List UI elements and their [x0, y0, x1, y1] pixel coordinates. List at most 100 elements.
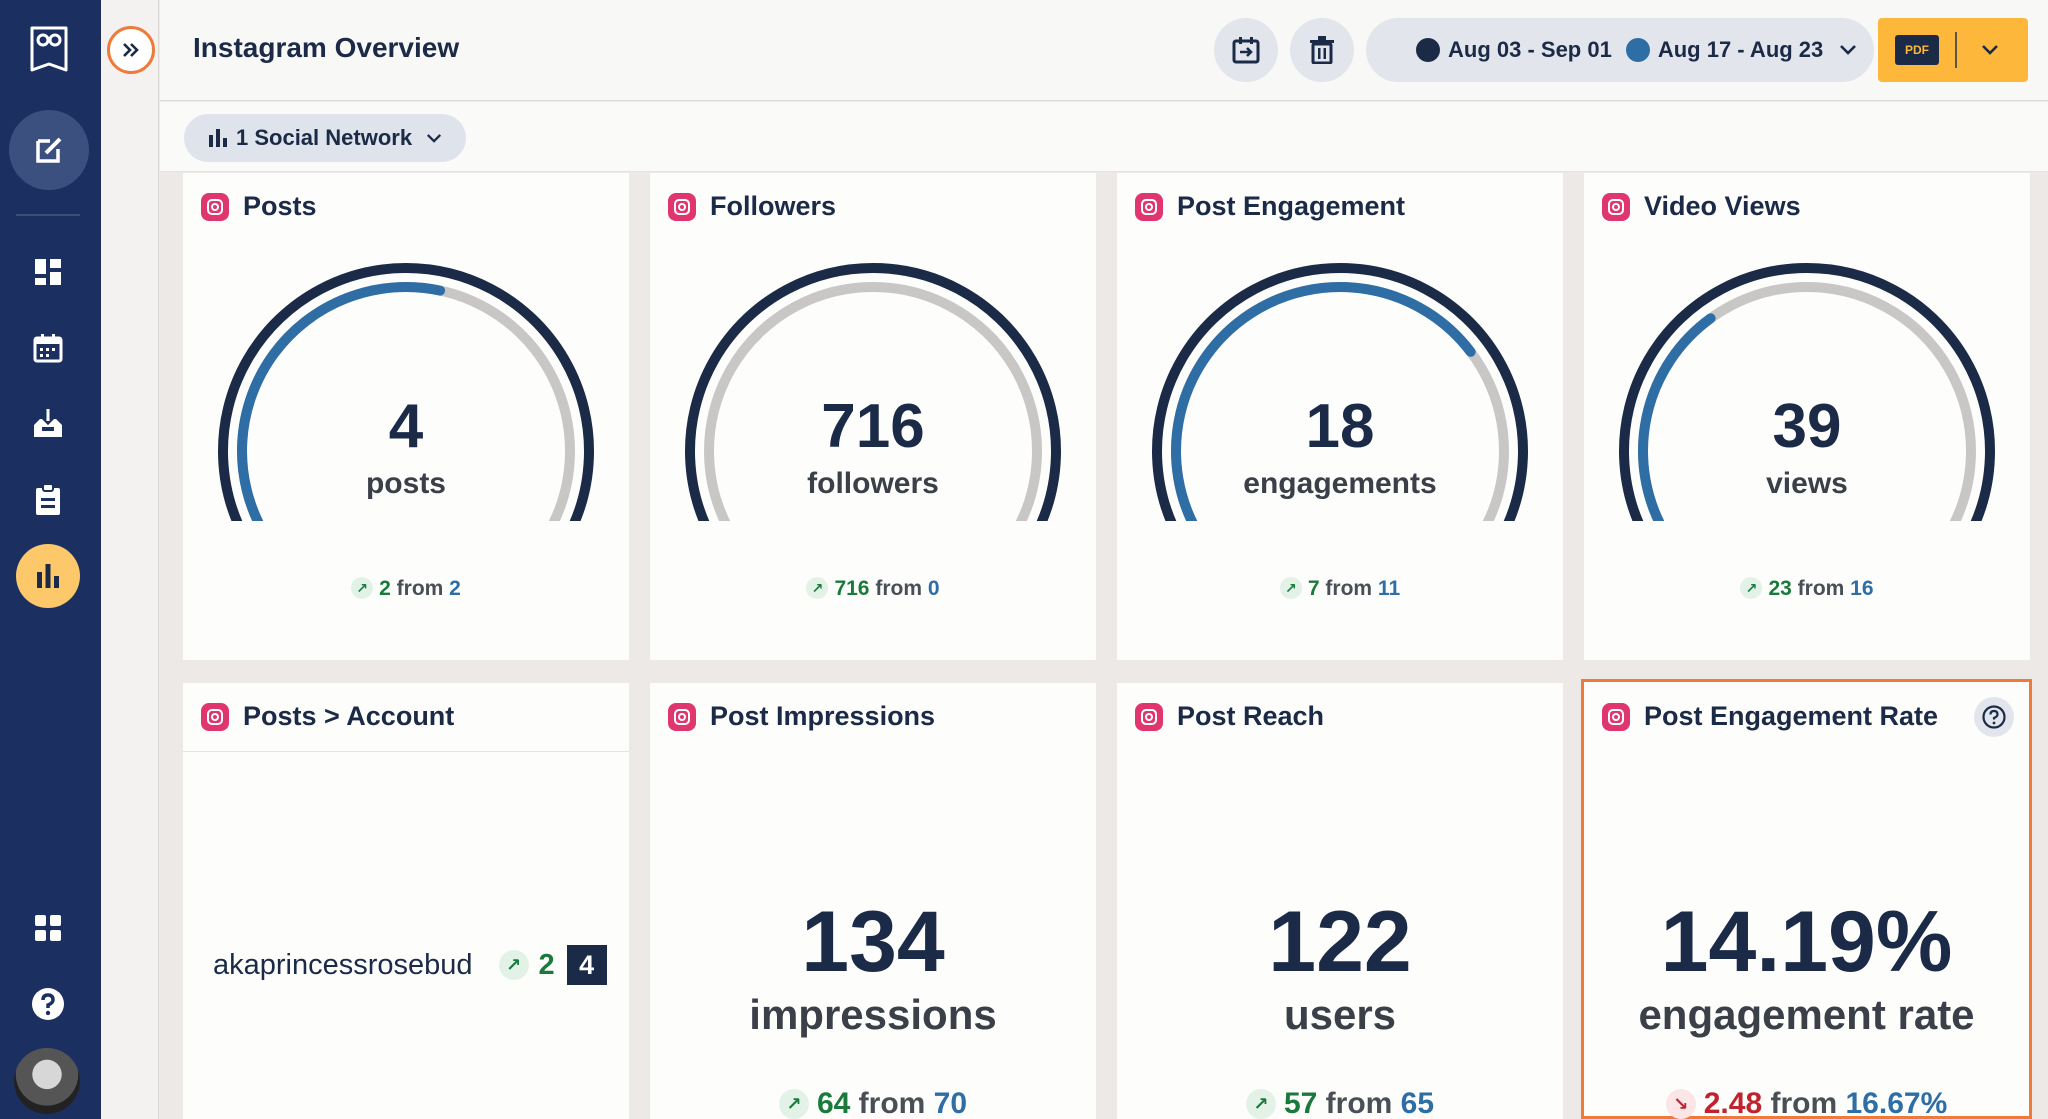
nav-rail — [0, 0, 101, 1119]
video-views-card: Video Views 39 views ↗ 23 from 16 — [1584, 173, 2030, 660]
account-post-count: 4 — [566, 945, 607, 985]
metric-change: ↗ 23 from 16 — [1584, 577, 2030, 601]
metric-unit: followers — [807, 467, 939, 500]
post-engagement-card: Post Engagement 18 engagements ↗ 7 from 1… — [1117, 173, 1563, 660]
gauge-chart — [685, 263, 1061, 521]
account-row: akaprincessrosebud ↗ 2 4 — [213, 945, 613, 985]
double-chevron-right-icon — [123, 43, 139, 57]
instagram-icon — [1602, 192, 1630, 221]
metric-change: ↗ 64 from 70 — [650, 1087, 1096, 1119]
chevron-down-icon[interactable] — [1981, 44, 1999, 56]
previous-value: 70 — [933, 1087, 968, 1119]
gauge-outer-ring — [1152, 263, 1528, 521]
schedule-report-button[interactable] — [1214, 18, 1278, 82]
calendar-icon — [33, 334, 63, 363]
filter-bar: 1 Social Network — [160, 102, 2048, 172]
dashboard-icon — [35, 259, 61, 285]
bar-chart-icon — [37, 564, 59, 588]
previous-value: 16.67% — [1845, 1087, 1948, 1119]
metric-value: 122 — [1268, 894, 1412, 990]
card-title: Posts — [201, 191, 317, 222]
gauge-outer-ring — [218, 263, 594, 521]
gauge-outer-ring — [685, 263, 1061, 521]
trend-up-icon: ↗ — [351, 577, 374, 599]
trend-up-icon: ↗ — [1245, 1089, 1276, 1119]
metric-value: 14.19% — [1660, 894, 1953, 990]
followers-card: Followers 716 followers ↗ 716 from 0 — [650, 173, 1096, 660]
from-text: from — [1325, 577, 1373, 600]
calendar-schedule-icon — [1232, 37, 1260, 64]
secondary-sidebar — [101, 0, 159, 1119]
gauge-chart — [1152, 263, 1528, 521]
bar-chart-icon — [209, 129, 227, 147]
from-text: from — [396, 577, 444, 600]
help-icon — [32, 988, 64, 1020]
compose-button[interactable] — [9, 110, 89, 190]
delete-report-button[interactable] — [1290, 18, 1354, 82]
card-title-text: Post Impressions — [710, 701, 936, 731]
export-pdf-button[interactable]: PDF — [1878, 18, 2028, 82]
metric-change: ↗ 2 from 2 — [183, 577, 629, 601]
card-title: Post Impressions — [668, 701, 935, 732]
nav-help-button[interactable] — [16, 972, 80, 1036]
gauge-fill — [1171, 282, 1476, 521]
previous-value: 11 — [1377, 577, 1401, 600]
nav-inbox-button[interactable] — [16, 392, 80, 456]
card-title-text: Posts — [243, 191, 317, 221]
nav-streams-button[interactable] — [16, 240, 80, 304]
change-value: 23 — [1768, 577, 1792, 600]
card-title: Post Engagement — [1135, 191, 1405, 222]
change-value: 64 — [816, 1087, 851, 1119]
metric-unit: posts — [365, 467, 446, 500]
nav-analytics-button[interactable] — [16, 544, 80, 608]
change-value: 57 — [1283, 1087, 1318, 1119]
owl-logo-icon[interactable] — [28, 24, 70, 76]
metric-change: ↗ 57 from 65 — [1117, 1087, 1563, 1119]
instagram-icon — [1602, 702, 1630, 731]
nav-assignments-button[interactable] — [16, 468, 80, 532]
date-range-selector[interactable]: Aug 03 - Sep 01 Aug 17 - Aug 23 — [1366, 18, 1874, 82]
report-header: Instagram Overview Aug 03 - Sep 01 Aug 1… — [160, 0, 2048, 101]
trend-down-icon: ↘ — [1665, 1089, 1696, 1119]
previous-value: 2 — [449, 577, 461, 600]
trend-up-icon: ↗ — [498, 950, 529, 980]
card-title: Post Engagement Rate — [1602, 701, 1938, 732]
metric-change: ↗ 7 from 11 — [1117, 577, 1563, 601]
nav-planner-button[interactable] — [16, 316, 80, 380]
trend-up-icon: ↗ — [806, 577, 829, 599]
from-text: from — [875, 577, 923, 600]
nav-apps-button[interactable] — [16, 896, 80, 960]
metric-unit: views — [1766, 467, 1848, 500]
instagram-icon — [1135, 192, 1163, 221]
page-title: Instagram Overview — [193, 32, 460, 63]
trash-icon — [1310, 36, 1334, 64]
post-engagement-rate-card[interactable]: Post Engagement Rate 14.19% engagement r… — [1581, 679, 2032, 1119]
posts-by-account-card: Posts > Account akaprincessrosebud ↗ 2 4 — [183, 683, 629, 1119]
chevron-down-icon — [1840, 45, 1857, 55]
trend-up-icon: ↗ — [778, 1089, 809, 1119]
change-value: 2.48 — [1703, 1087, 1763, 1119]
social-network-filter[interactable]: 1 Social Network — [184, 114, 466, 162]
expand-sidebar-button[interactable] — [107, 26, 155, 74]
trend-up-icon: ↗ — [1279, 577, 1302, 599]
card-title: Posts > Account — [201, 701, 454, 732]
primary-range-dot — [1416, 38, 1440, 62]
pdf-label: PDF — [1895, 35, 1939, 65]
question-icon — [1982, 705, 2006, 729]
instagram-icon — [668, 702, 696, 731]
gauge-chart — [1619, 263, 1995, 521]
metric-value: 716 — [821, 392, 925, 461]
clipboard-icon — [36, 484, 60, 515]
apps-grid-icon — [35, 915, 61, 941]
instagram-icon — [668, 192, 696, 221]
metric-unit: impressions — [749, 991, 997, 1038]
from-text: from — [1770, 1087, 1838, 1119]
previous-value: 0 — [927, 577, 940, 600]
inbox-icon — [34, 409, 62, 437]
metric-value: 39 — [1772, 392, 1842, 461]
change-value: 7 — [1307, 577, 1320, 600]
metric-value: 4 — [388, 392, 424, 461]
help-button[interactable] — [1974, 697, 2014, 737]
card-divider — [183, 751, 629, 752]
user-avatar[interactable] — [14, 1048, 80, 1114]
